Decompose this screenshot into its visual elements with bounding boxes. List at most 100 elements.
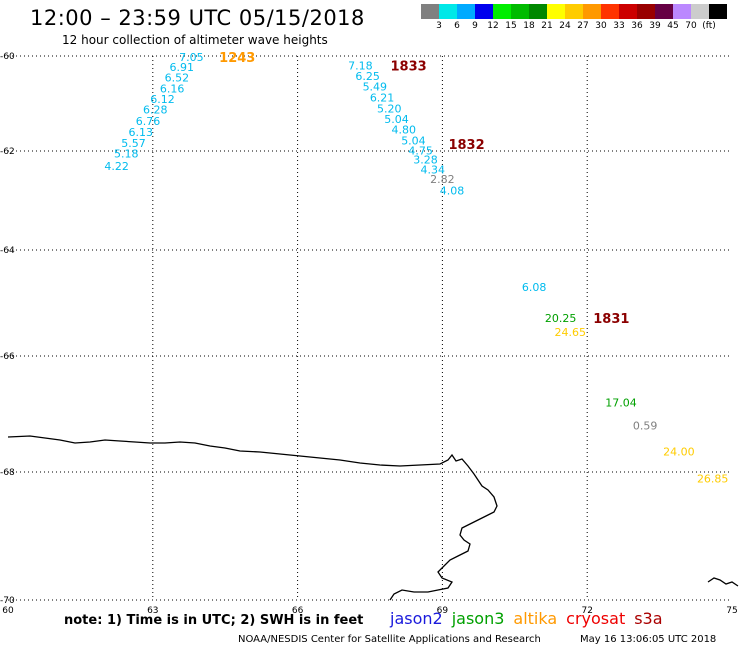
scale-swatches (421, 4, 727, 19)
scale-swatch (439, 4, 457, 19)
scale-label-spacer (421, 21, 430, 31)
scale-swatch (529, 4, 547, 19)
swh-value: 6.21 (370, 91, 395, 104)
page-subtitle: 12 hour collection of altimeter wave hei… (62, 33, 328, 47)
units-note: note: 1) Time is in UTC; 2) SWH is in fe… (64, 613, 364, 628)
swh-value: 6.25 (355, 70, 380, 83)
map-grid (8, 55, 732, 601)
scale-swatch (637, 4, 655, 19)
swh-value: 3.28 (413, 153, 438, 166)
pass-time-label: 1243 (219, 51, 255, 66)
lat-tick-label: -60 (0, 52, 15, 62)
swh-value: 7.05 (179, 51, 204, 64)
lon-tick-label: 75 (726, 606, 737, 616)
scale-label: 21 (541, 21, 553, 31)
scale-labels: 3 6 9 12 15 18 21 24 27 30 33 36 39 45 70 (ft) (421, 21, 727, 31)
pass-time-labels: 1243 1833 1832 1831 (219, 51, 629, 327)
satellite-legend-cryosat: cryosat (566, 609, 626, 628)
pass-time-label: 1833 (391, 60, 427, 75)
satellite-legend-s3a: s3a (634, 609, 663, 628)
coastline (7, 435, 739, 601)
scale-swatch (547, 4, 565, 19)
scale-label: 15 (505, 21, 517, 31)
coastline-segment-east (707, 577, 739, 587)
credit-line: NOAA/NESDIS Center for Satellite Applica… (238, 634, 541, 645)
swh-value: 6.28 (143, 104, 168, 117)
lon-tick-label: 60 (2, 606, 14, 616)
generated-timestamp: May 16 13:06:05 UTC 2018 (580, 634, 717, 645)
swh-value: 20.25 (545, 312, 577, 325)
scale-label: 18 (523, 21, 535, 31)
swh-value: 4.80 (392, 124, 417, 137)
swh-value: 6.12 (150, 93, 175, 106)
lat-tick-label: -70 (0, 596, 15, 606)
scale-swatch (511, 4, 529, 19)
scale-label: 9 (472, 21, 478, 31)
swh-value: 6.08 (522, 281, 547, 294)
lat-tick-label: -68 (0, 468, 15, 478)
swh-value: 5.04 (384, 113, 409, 126)
pass-time-label: 1831 (593, 312, 629, 327)
swh-value: 24.65 (555, 326, 587, 339)
swh-value: 5.49 (363, 80, 388, 93)
scale-swatch (565, 4, 583, 19)
scale-label: 3 (436, 21, 442, 31)
page-title: 12:00 – 23:59 UTC 05/15/2018 (30, 6, 365, 30)
swh-value: 24.00 (663, 446, 695, 459)
satellite-legend-jason3: jason3 (451, 609, 505, 628)
antarctic-coastline (7, 435, 498, 601)
scale-label: 12 (487, 21, 499, 31)
scale-swatch (655, 4, 673, 19)
swh-color-scale: 3 6 9 12 15 18 21 24 27 30 33 36 39 45 70 (ft) (421, 4, 727, 31)
scale-label: 45 (667, 21, 679, 31)
swh-value: 5.18 (114, 147, 139, 160)
swh-value: 6.13 (128, 126, 153, 139)
scale-swatch (475, 4, 493, 19)
scale-label: 70 (685, 21, 697, 31)
swh-value: 5.57 (121, 137, 146, 150)
scale-swatch (691, 4, 709, 19)
scale-swatch (709, 4, 727, 19)
swh-observations: 7.056.916.526.166.126.286.766.135.575.18… (104, 51, 728, 485)
scale-unit: (ft) (702, 21, 716, 31)
swh-value: 4.08 (440, 185, 465, 198)
lat-tick-label: -64 (0, 246, 15, 256)
scale-swatch (619, 4, 637, 19)
pass-time-label: 1832 (448, 138, 484, 153)
lon-tick-label: 66 (292, 606, 304, 616)
scale-label: 6 (454, 21, 460, 31)
scale-label: 30 (595, 21, 607, 31)
scale-label: 36 (631, 21, 643, 31)
scale-swatch (601, 4, 619, 19)
lon-tick-label: 69 (437, 606, 449, 616)
scale-swatch (493, 4, 511, 19)
scale-swatch (583, 4, 601, 19)
swh-value: 4.22 (104, 160, 129, 173)
scale-label: 24 (559, 21, 571, 31)
lon-tick-label: 63 (147, 606, 158, 616)
swh-value: 0.59 (633, 420, 658, 433)
swh-value: 6.52 (165, 71, 190, 84)
swh-value: 2.82 (430, 173, 455, 186)
swh-value: 6.76 (136, 115, 161, 128)
swh-value: 6.91 (170, 61, 195, 74)
scale-swatch (673, 4, 691, 19)
swh-value: 5.20 (377, 102, 402, 115)
satellite-legend-altika: altika (513, 609, 558, 628)
scale-swatch (421, 4, 439, 19)
swh-value: 17.04 (605, 396, 637, 409)
lon-tick-label: 72 (581, 606, 592, 616)
swh-value: 7.18 (348, 60, 373, 73)
lat-tick-label: -66 (0, 352, 15, 362)
lat-tick-label: -62 (0, 147, 15, 157)
swh-value: 26.85 (697, 472, 729, 485)
swh-value: 6.16 (160, 82, 185, 95)
scale-label: 27 (577, 21, 589, 31)
swh-value: 4.75 (408, 145, 433, 158)
swh-value: 5.04 (401, 135, 426, 148)
scale-label: 39 (649, 21, 661, 31)
satellite-legend-jason2: jason2 (390, 609, 443, 628)
scale-swatch (457, 4, 475, 19)
